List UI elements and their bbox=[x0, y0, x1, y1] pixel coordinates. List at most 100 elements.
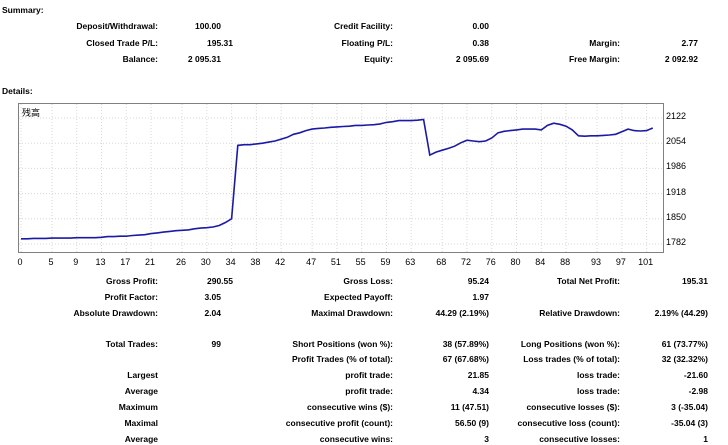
max-consec-wins-label: consecutive wins ($): bbox=[307, 402, 393, 412]
largest-profit-value: 21.85 bbox=[467, 370, 489, 380]
x-tick-label-2: 9 bbox=[73, 257, 79, 267]
total-trades-label: Total Trades: bbox=[105, 339, 158, 349]
x-tick-label-15: 63 bbox=[405, 257, 416, 267]
loss-trades-label: Loss trades (% of total): bbox=[523, 354, 620, 364]
balance-value: 2 095.31 bbox=[187, 54, 221, 64]
x-tick-label-20: 84 bbox=[535, 257, 546, 267]
avg-consec-wins-label: consecutive wins: bbox=[319, 434, 393, 444]
x-tick-label-13: 55 bbox=[355, 257, 366, 267]
x-tick-label-10: 42 bbox=[275, 257, 286, 267]
balance-chart-svg bbox=[19, 104, 663, 252]
margin-value: 2.77 bbox=[681, 38, 698, 48]
free-margin-label: Free Margin: bbox=[568, 54, 620, 64]
long-positions-value: 61 (73.77%) bbox=[661, 339, 708, 349]
largest-loss-value: -21.60 bbox=[683, 370, 708, 380]
x-tick-label-22: 93 bbox=[591, 257, 602, 267]
x-tick-label-3: 13 bbox=[95, 257, 106, 267]
summary-title: Summary: bbox=[2, 5, 44, 15]
x-tick-label-5: 21 bbox=[145, 257, 156, 267]
expected-payoff-label: Expected Payoff: bbox=[324, 292, 393, 302]
x-tick-label-9: 38 bbox=[250, 257, 261, 267]
x-tick-label-12: 51 bbox=[330, 257, 341, 267]
balance-chart: 残高 bbox=[18, 103, 664, 253]
maximal-consec-loss-value: -35.04 (3) bbox=[671, 418, 708, 428]
average-profit-label: profit trade: bbox=[345, 386, 393, 396]
expected-payoff-value: 1.97 bbox=[472, 292, 489, 302]
largest-label: Largest bbox=[127, 370, 158, 380]
y-tick-label-3: 1918 bbox=[666, 186, 687, 197]
equity-value: 2 095.69 bbox=[455, 54, 489, 64]
x-tick-label-7: 30 bbox=[200, 257, 211, 267]
free-margin-value: 2 092.92 bbox=[664, 54, 698, 64]
gross-loss-value: 95.24 bbox=[467, 276, 489, 286]
x-tick-label-8: 34 bbox=[225, 257, 236, 267]
profit-factor-label: Profit Factor: bbox=[104, 292, 158, 302]
short-positions-value: 38 (57.89%) bbox=[442, 339, 489, 349]
x-tick-label-0: 0 bbox=[17, 257, 23, 267]
relative-drawdown-label: Relative Drawdown: bbox=[539, 308, 620, 318]
x-tick-label-4: 17 bbox=[120, 257, 131, 267]
average-consec-label: Average bbox=[124, 434, 158, 444]
x-tick-label-23: 97 bbox=[615, 257, 626, 267]
margin-label: Margin: bbox=[589, 38, 620, 48]
max-consec-losses-label: consecutive losses ($): bbox=[526, 402, 620, 412]
gross-profit-label: Gross Profit: bbox=[106, 276, 158, 286]
closed-pl-value: 195.31 bbox=[207, 38, 233, 48]
y-tick-label-1: 2054 bbox=[666, 136, 687, 147]
profit-trades-value: 67 (67.68%) bbox=[442, 354, 489, 364]
maximal-drawdown-label: Maximal Drawdown: bbox=[311, 308, 393, 318]
total-net-profit-label: Total Net Profit: bbox=[556, 276, 620, 286]
long-positions-label: Long Positions (won %): bbox=[520, 339, 620, 349]
x-tick-label-18: 76 bbox=[485, 257, 496, 267]
floating-pl-value: 0.38 bbox=[472, 38, 489, 48]
x-tick-label-16: 68 bbox=[436, 257, 447, 267]
profit-factor-value: 3.05 bbox=[204, 292, 221, 302]
x-tick-label-1: 5 bbox=[48, 257, 54, 267]
max-consec-losses-value: 3 (-35.04) bbox=[671, 402, 708, 412]
average-profit-value: 4.34 bbox=[472, 386, 489, 396]
maximal-consec-loss-label: consecutive loss (count): bbox=[517, 418, 621, 428]
total-net-profit-value: 195.31 bbox=[682, 276, 708, 286]
gross-loss-label: Gross Loss: bbox=[343, 276, 393, 286]
maximal-label: Maximal bbox=[124, 418, 158, 428]
y-tick-label-4: 1850 bbox=[666, 211, 687, 222]
x-tick-label-24: 101 bbox=[638, 257, 654, 267]
details-title: Details: bbox=[2, 86, 33, 96]
avg-consec-losses-label: consecutive losses: bbox=[539, 434, 620, 444]
absolute-drawdown-value: 2.04 bbox=[204, 308, 221, 318]
balance-series-line-0 bbox=[21, 118, 654, 240]
maximum-label: Maximum bbox=[118, 402, 158, 412]
largest-loss-label: loss trade: bbox=[577, 370, 620, 380]
relative-drawdown-value: 2.19% (44.29) bbox=[654, 308, 708, 318]
balance-label: Balance: bbox=[122, 54, 158, 64]
absolute-drawdown-label: Absolute Drawdown: bbox=[73, 308, 158, 318]
x-tick-label-21: 88 bbox=[560, 257, 571, 267]
credit-value: 0.00 bbox=[472, 21, 489, 31]
x-tick-label-6: 26 bbox=[176, 257, 187, 267]
credit-label: Credit Facility: bbox=[333, 21, 393, 31]
y-tick-label-0: 2122 bbox=[666, 111, 687, 121]
gross-profit-value: 290.55 bbox=[207, 276, 233, 286]
average-loss-value: -2.98 bbox=[688, 386, 708, 396]
chart-label: 残高 bbox=[22, 108, 41, 118]
floating-pl-label: Floating P/L: bbox=[341, 38, 393, 48]
x-tick-label-14: 59 bbox=[380, 257, 391, 267]
deposit-label: Deposit/Withdrawal: bbox=[76, 21, 158, 31]
y-tick-label-2: 1986 bbox=[666, 161, 687, 172]
equity-label: Equity: bbox=[364, 54, 393, 64]
x-tick-label-17: 72 bbox=[460, 257, 471, 267]
loss-trades-value: 32 (32.32%) bbox=[661, 354, 708, 364]
largest-profit-label: profit trade: bbox=[345, 370, 393, 380]
short-positions-label: Short Positions (won %): bbox=[292, 339, 393, 349]
x-tick-label-19: 80 bbox=[510, 257, 521, 267]
deposit-value: 100.00 bbox=[195, 21, 221, 31]
profit-trades-label: Profit Trades (% of total): bbox=[291, 354, 393, 364]
maximal-drawdown-value: 44.29 (2.19%) bbox=[435, 308, 489, 318]
average-label: Average bbox=[124, 386, 158, 396]
closed-pl-label: Closed Trade P/L: bbox=[86, 38, 158, 48]
total-trades-value: 99 bbox=[211, 339, 221, 349]
average-loss-label: loss trade: bbox=[577, 386, 620, 396]
x-tick-label-11: 47 bbox=[306, 257, 317, 267]
avg-consec-wins-value: 3 bbox=[484, 434, 489, 444]
y-tick-label-5: 1782 bbox=[666, 237, 687, 247]
